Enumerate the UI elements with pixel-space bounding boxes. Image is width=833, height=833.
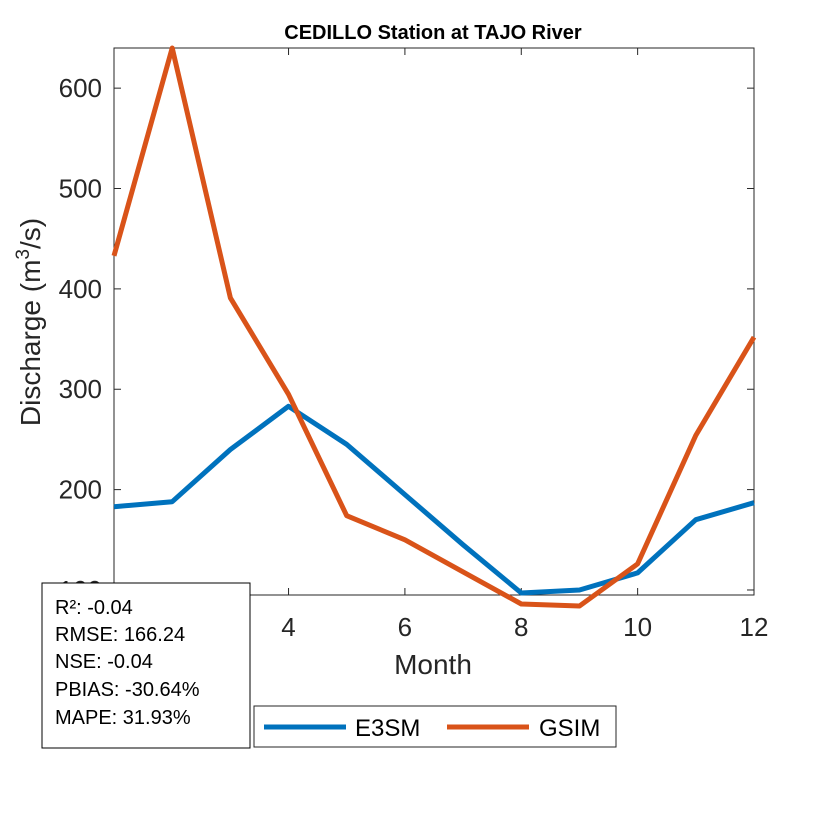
y-axis-label-end: /s) [15, 218, 46, 249]
x-tick-label: 8 [514, 612, 528, 642]
y-tick-label: 300 [59, 374, 102, 404]
stats-box: R²: -0.04 RMSE: 166.24 NSE: -0.04 PBIAS:… [41, 582, 251, 749]
y-axis-label: Discharge (m3/s) [13, 218, 46, 426]
x-tick-label: 12 [740, 612, 769, 642]
y-tick-label: 200 [59, 475, 102, 505]
legend: E3SM GSIM [253, 705, 617, 748]
x-axis-label: Month [394, 649, 472, 680]
plot-area [113, 47, 755, 596]
y-axis: 100200300400500600 [59, 73, 754, 605]
x-tick-label: 10 [623, 612, 652, 642]
chart-title: CEDILLO Station at TAJO River [284, 22, 582, 44]
y-tick-label: 500 [59, 174, 102, 204]
stats-rmse: RMSE: 166.24 [55, 624, 185, 646]
y-tick-label: 400 [59, 274, 102, 304]
legend-label-e3sm: E3SM [355, 715, 420, 742]
stats-pbias: PBIAS: -30.64% [55, 679, 200, 701]
x-tick-label: 4 [281, 612, 295, 642]
legend-label-gsim: GSIM [539, 715, 600, 742]
series-line-gsim [111, 45, 757, 609]
y-axis-label-sup: 3 [13, 249, 34, 260]
stats-r2: R²: -0.04 [55, 597, 133, 619]
y-axis-label-main: Discharge (m [15, 260, 46, 426]
y-tick-label: 600 [59, 73, 102, 103]
x-tick-label: 6 [398, 612, 412, 642]
stats-nse: NSE: -0.04 [55, 651, 153, 673]
series-group [111, 45, 757, 609]
stats-box-frame [41, 582, 251, 749]
stats-mape: MAPE: 31.93% [55, 707, 191, 729]
series-line-e3sm [113, 403, 755, 596]
